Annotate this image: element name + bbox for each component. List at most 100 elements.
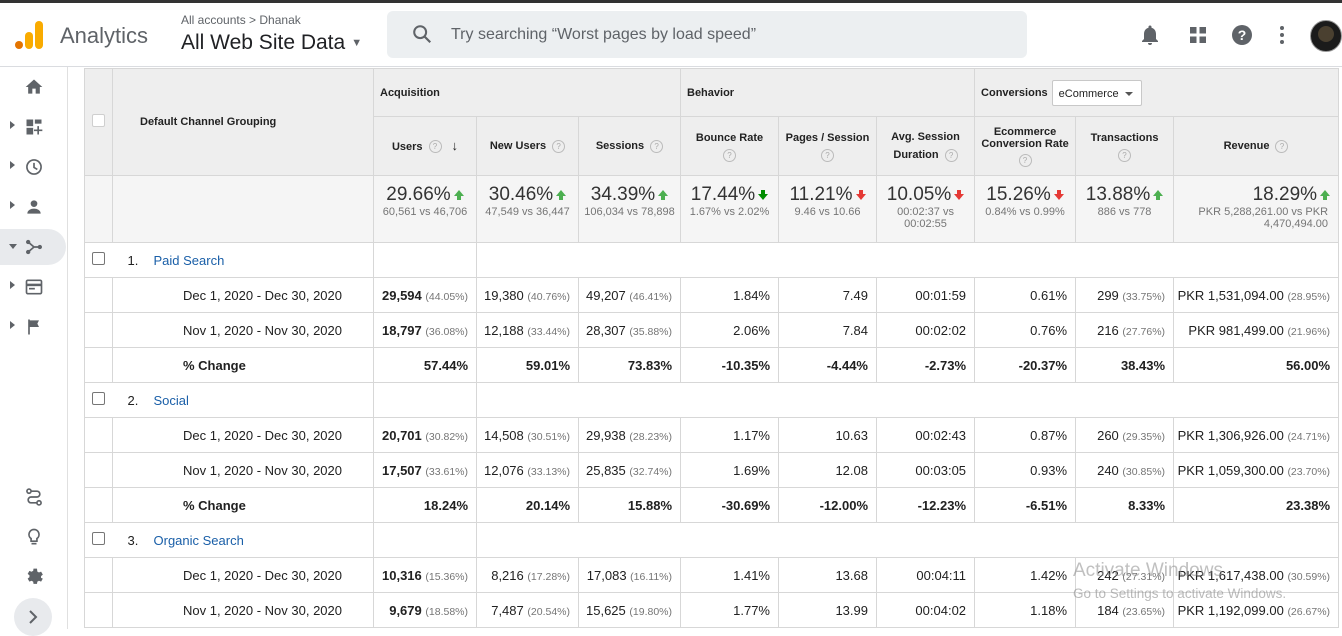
sidebar-item-conversions[interactable] [0,309,66,345]
help-icon[interactable]: ? [944,148,958,162]
help-icon[interactable]: ? [428,140,442,154]
summary-pct: 13.88% [1085,184,1151,205]
cell-value: 18.24% [373,487,477,523]
help-icon[interactable]: ? [650,139,664,153]
cell-share: (36.08%) [425,325,468,338]
sidebar-item-home[interactable] [0,69,66,105]
help-icon[interactable]: ? [1275,139,1289,153]
search-box[interactable]: Try searching “Worst pages by load speed… [387,11,1027,58]
expand-sidebar-button[interactable] [14,598,52,636]
cell-share: (28.95%) [1287,290,1331,303]
cell-value: PKR 1,306,926.00 [1177,427,1284,443]
cell-value: 20.14% [476,487,579,523]
row-checkbox[interactable] [92,532,106,545]
change-label: % Change [112,487,374,523]
help-icon[interactable]: ? [821,148,834,162]
sidebar-item-realtime[interactable] [0,149,66,185]
cell-value: 00:01:59 [875,277,976,313]
sidebar-item-customization[interactable] [0,109,66,145]
cell-share: (32.74%) [629,465,672,478]
col-users[interactable]: Users? ↓ [373,116,477,176]
avatar[interactable] [1310,20,1342,52]
help-icon[interactable]: ? [1018,153,1032,167]
col-transactions[interactable]: Transactions? [1075,116,1175,176]
summary-compare: PKR 5,288,261.00 vs PKR 4,470,494.00 [1198,206,1329,230]
summary-row: 29.66% 60,561 vs 46,706 30.46% 47,549 vs 3… [84,175,1340,243]
col-sessions[interactable]: Sessions? [578,116,681,176]
col-new-users-label: New Users [489,140,547,152]
summary-compare: 1.67% vs 2.02% [689,206,770,218]
cell-share: (24.71%) [1287,430,1331,443]
cell-value: 260 [1097,427,1119,443]
help-icon[interactable]: ? [552,139,566,153]
arrow-down-green-icon [758,189,769,200]
col-new-users[interactable]: New Users? [476,116,579,176]
cell-value: 7.84 [778,312,877,348]
row-index: 2. [127,392,139,408]
summary-compare: 886 vs 778 [1097,206,1152,218]
cell-value: 29,938 [586,427,626,443]
col-avg-session-duration[interactable]: Avg. Session Duration? [875,116,976,176]
col-pages-session[interactable]: Pages / Session? [778,116,877,176]
cell-share: (16.11%) [630,570,672,583]
arrow-up-icon [1320,189,1331,200]
cell-value: 56.00% [1173,347,1340,383]
sidebar-item-acquisition[interactable] [0,229,66,265]
col-revenue-label: Revenue [1223,140,1270,152]
cell-value: 242 [1097,567,1119,583]
cell-value: 8,216 [491,567,524,583]
cell-value: 12.08 [778,452,877,488]
col-ecommerce-conversion-rate[interactable]: Ecommerce Conversion Rate? [974,116,1077,176]
sidebar-item-admin[interactable] [0,559,66,595]
cell-share: (33.75%) [1122,290,1166,303]
cell-share: (30.59%) [1287,570,1331,583]
cell-value: 12,188 [484,322,524,338]
sidebar-item-audience[interactable] [0,189,66,225]
cell-value: 29,594 [382,287,422,303]
sidebar-item-attribution[interactable] [0,479,66,515]
help-icon[interactable]: ? [1118,148,1132,162]
channel-link[interactable]: Organic Search [153,532,244,548]
col-bounce-rate[interactable]: Bounce Rate? [680,116,779,176]
select-all-checkbox[interactable] [92,114,105,127]
cell-value: 184 [1097,602,1119,618]
analytics-logo-icon[interactable] [14,20,44,50]
breadcrumb[interactable]: All accounts > Dhanak [181,13,301,27]
cell-share: (27.31%) [1122,570,1166,583]
summary-pct: 15.26% [986,184,1051,205]
cell-value: 15.88% [578,487,681,523]
sidebar [0,67,68,636]
cell-value: 240 [1097,462,1119,478]
sidebar-item-discover[interactable] [0,519,66,555]
row-checkbox[interactable] [92,392,106,405]
col-revenue[interactable]: Revenue? [1173,116,1340,176]
help-icon[interactable]: ? [723,148,736,162]
sidebar-item-behavior[interactable] [0,269,66,305]
property-selector[interactable]: All Web Site Data ▼ [181,31,362,55]
conversion-type-select[interactable]: eCommerce [1051,79,1142,106]
app-name[interactable]: Analytics [60,23,149,48]
summary-pct: 17.44% [690,184,756,205]
bell-icon[interactable] [1138,23,1162,47]
more-vert-icon[interactable] [1270,23,1294,47]
summary-pct: 18.29% [1252,184,1318,205]
sort-desc-icon[interactable]: ↓ [451,137,459,153]
cell-value: PKR 981,499.00 [1188,322,1284,338]
date-range-label: Nov 1, 2020 - Nov 30, 2020 [112,312,374,348]
dimension-header[interactable]: Default Channel Grouping [112,68,374,176]
help-icon[interactable]: ? [1230,23,1254,47]
cell-value: 00:02:02 [875,312,976,348]
arrow-up-icon [658,189,669,200]
cell-value: 57.44% [373,347,477,383]
channel-link[interactable]: Paid Search [153,252,225,268]
cell-value: 1.41% [680,557,779,593]
apps-grid-icon[interactable] [1186,23,1210,47]
customization-icon [26,119,43,135]
cell-value: -4.44% [778,347,877,383]
cell-value: 0.61% [974,277,1077,313]
channel-link[interactable]: Social [153,392,189,408]
cell-share: (33.44%) [527,325,570,338]
row-checkbox[interactable] [92,252,106,265]
arrow-down-icon [954,189,965,200]
cell-value: PKR 1,059,300.00 [1177,462,1284,478]
